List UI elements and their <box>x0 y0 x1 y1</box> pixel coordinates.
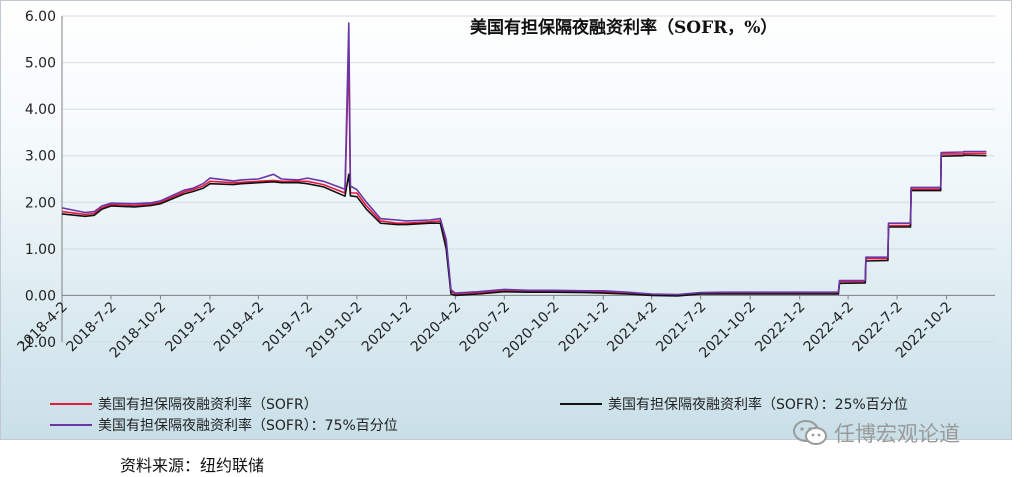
legend-item-p75: 美国有担保隔夜融资利率（SOFR）：75%百分位 <box>50 415 398 435</box>
x-tick-label: 2020-1-2 <box>359 299 415 355</box>
x-tick-label: 2021-1-2 <box>556 299 612 355</box>
y-tick-label: 5.00 <box>25 56 56 72</box>
x-tick-label: 2022-1-2 <box>752 299 808 355</box>
legend-swatch-p75 <box>50 424 92 426</box>
x-tick-label: 2019-4-2 <box>211 299 267 355</box>
legend-swatch-sofr <box>50 403 92 405</box>
source-note: 资料来源：纽约联储 <box>120 456 265 475</box>
chart-title: 美国有担保隔夜融资利率（SOFR，%） <box>470 18 778 38</box>
x-tick-label: 2022-4-2 <box>801 299 857 355</box>
series-line-2 <box>61 22 987 296</box>
y-tick-label: 3.00 <box>25 149 56 165</box>
chart-plot: 6.005.004.003.002.001.000.00-1.002018-4-… <box>15 9 995 362</box>
legend-label-p25: 美国有担保隔夜融资利率（SOFR）：25%百分位 <box>608 397 908 413</box>
y-tick-label: 6.00 <box>25 9 56 25</box>
legend-item-sofr: 美国有担保隔夜融资利率（SOFR） <box>50 394 318 414</box>
x-tick-label: 2020-4-2 <box>408 299 464 355</box>
legend-item-p25: 美国有担保隔夜融资利率（SOFR）：25%百分位 <box>560 394 908 414</box>
series-line-0 <box>61 50 987 296</box>
watermark-text: 任博宏观论道 <box>834 422 960 446</box>
x-tick-label: 2021-4-2 <box>604 299 660 355</box>
wechat-icon <box>793 420 827 445</box>
watermark: 任博宏观论道 <box>792 418 960 448</box>
legend-label-p75: 美国有担保隔夜融资利率（SOFR）：75%百分位 <box>98 418 398 434</box>
chart-frame <box>0 0 1012 440</box>
y-tick-label: 4.00 <box>25 102 56 118</box>
x-tick-label: 2019-1-2 <box>163 299 219 355</box>
y-tick-label: 1.00 <box>25 242 56 258</box>
legend-label-sofr: 美国有担保隔夜融资利率（SOFR） <box>98 397 318 413</box>
series-line-1 <box>61 154 987 297</box>
y-tick-label: -1.00 <box>20 335 56 351</box>
y-tick-label: 0.00 <box>25 288 56 304</box>
legend-swatch-p25 <box>560 403 602 405</box>
y-tick-label: 2.00 <box>25 195 56 211</box>
